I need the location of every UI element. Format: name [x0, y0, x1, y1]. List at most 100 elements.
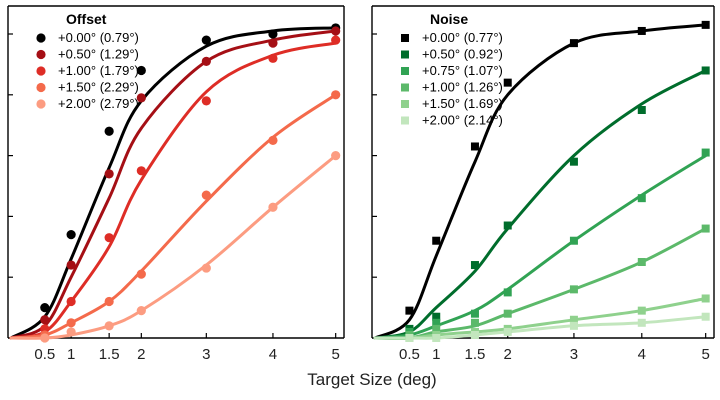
offset-legend-marker	[36, 99, 46, 109]
noise-series-5-point	[701, 312, 710, 321]
noise-series-1-point	[470, 261, 479, 270]
offset-series-1-curve	[9, 29, 338, 340]
offset-series-3-point	[104, 296, 114, 307]
noise-legend-marker	[401, 67, 409, 75]
noise-series-3-point	[701, 224, 710, 233]
noise-panel: 0.5 1 1.5 2 3 4 5 Noise +0.00° (0.77°) +0.50° (0.…	[371, 5, 715, 363]
offset-series-1-point	[331, 26, 341, 36]
noise-series-4-point	[637, 306, 646, 315]
noise-legend-label: +0.50° (0.92°)	[422, 47, 503, 62]
offset-series-2-point	[136, 166, 146, 176]
offset-x-tick-label: 0.5	[34, 346, 55, 363]
noise-series-1-point	[569, 157, 578, 166]
offset-legend-marker	[36, 49, 46, 60]
offset-series-3-point	[268, 135, 278, 145]
offset-series-2-point	[104, 233, 114, 243]
offset-series-4-point	[268, 202, 278, 212]
offset-legend-label: +1.00° (1.79°)	[58, 63, 139, 78]
noise-x-tick-label: 5	[701, 346, 709, 363]
offset-series-0-point	[104, 126, 114, 136]
offset-series-2-point	[331, 35, 341, 45]
noise-series-3-point	[637, 258, 646, 266]
noise-legend-label: +2.00° (2.14°)	[422, 113, 503, 128]
offset-series-4-point	[104, 321, 114, 331]
offset-series-0-point	[268, 29, 278, 39]
noise-series-2-point	[569, 236, 578, 245]
noise-series-3-point	[432, 324, 441, 333]
offset-series-2-point	[268, 53, 278, 63]
noise-series-3-point	[470, 318, 479, 327]
noise-series-5-point	[432, 334, 441, 342]
offset-series-3-point	[201, 190, 211, 200]
offset-x-tick-label: 3	[202, 346, 210, 363]
offset-series-4-point	[66, 327, 76, 337]
noise-series-1-point	[701, 66, 710, 75]
offset-legend-marker	[36, 66, 46, 76]
offset-panel: 0.5 1 1.5 2 3 4 5 Offset +0.00° (0.79°) +0.50° (1…	[7, 5, 345, 363]
noise-legend-marker	[401, 50, 409, 59]
noise-series-0-point	[405, 306, 414, 315]
offset-series-3-point	[136, 269, 146, 279]
offset-legend-label: +0.00° (0.79°)	[58, 30, 139, 45]
offset-panel-title: Offset	[66, 11, 107, 27]
offset-x-tick-label: 1	[67, 346, 75, 363]
noise-x-tick-label: 4	[638, 346, 646, 363]
noise-x-tick-label: 3	[570, 346, 578, 363]
noise-series-2-point	[503, 288, 512, 297]
offset-series-0-point	[40, 303, 50, 313]
offset-series-1-point	[66, 260, 76, 270]
offset-series-3-point	[331, 90, 341, 100]
noise-panel-title: Noise	[430, 11, 468, 27]
noise-series-0-point	[503, 78, 512, 87]
noise-series-3-point	[569, 285, 578, 294]
noise-legend-label: +0.75° (1.07°)	[422, 63, 503, 78]
noise-legend-label: +0.00° (0.77°)	[422, 30, 503, 45]
noise-series-0-point	[569, 39, 578, 48]
offset-series-2-curve	[9, 41, 338, 340]
noise-series-2-point	[637, 194, 646, 203]
offset-series-2-point	[201, 96, 211, 106]
offset-x-tick-label: 4	[269, 346, 277, 363]
offset-x-tick-label: 5	[332, 346, 340, 363]
noise-series-1-point	[637, 106, 646, 114]
noise-legend-marker	[401, 34, 409, 42]
offset-series-2-point	[66, 296, 76, 307]
x-axis-label: Target Size (deg)	[307, 370, 436, 389]
offset-series-4-point	[331, 151, 341, 161]
offset-series-1-point	[104, 169, 114, 179]
offset-series-4-point	[136, 306, 146, 316]
noise-legend-marker	[401, 83, 409, 92]
offset-series-1-point	[40, 315, 50, 325]
noise-series-2-point	[470, 309, 479, 318]
noise-series-4-point	[569, 315, 578, 324]
offset-series-0-point	[136, 65, 146, 76]
offset-x-tick-label: 2	[137, 346, 145, 363]
noise-legend-marker	[401, 116, 409, 125]
noise-x-tick-label: 1.5	[465, 346, 486, 363]
noise-legend-label: +1.50° (1.69°)	[422, 96, 503, 111]
noise-x-tick-label: 1	[432, 346, 440, 363]
offset-series-4-curve	[9, 154, 338, 340]
offset-series-4-point	[201, 263, 211, 273]
noise-series-2-curve	[373, 154, 708, 340]
noise-x-tick-label: 2	[504, 346, 512, 363]
offset-series-0-curve	[9, 26, 338, 340]
offset-series-1-point	[268, 38, 278, 48]
offset-series-0-point	[66, 230, 76, 240]
noise-series-5-point	[569, 321, 578, 330]
offset-x-tick-label: 1.5	[99, 346, 120, 363]
noise-series-5-point	[470, 330, 479, 339]
noise-series-2-point	[701, 148, 710, 157]
noise-series-0-point	[637, 26, 646, 35]
offset-series-0-point	[201, 35, 211, 45]
noise-series-0-point	[470, 142, 479, 151]
noise-series-1-point	[503, 221, 512, 230]
noise-series-5-point	[503, 327, 512, 336]
noise-series-0-point	[701, 20, 710, 29]
noise-series-2-point	[432, 318, 441, 327]
offset-series-1-point	[136, 93, 146, 103]
noise-series-0-curve	[373, 23, 708, 340]
noise-x-tick-label: 0.5	[399, 346, 420, 363]
noise-series-5-point	[405, 334, 414, 342]
